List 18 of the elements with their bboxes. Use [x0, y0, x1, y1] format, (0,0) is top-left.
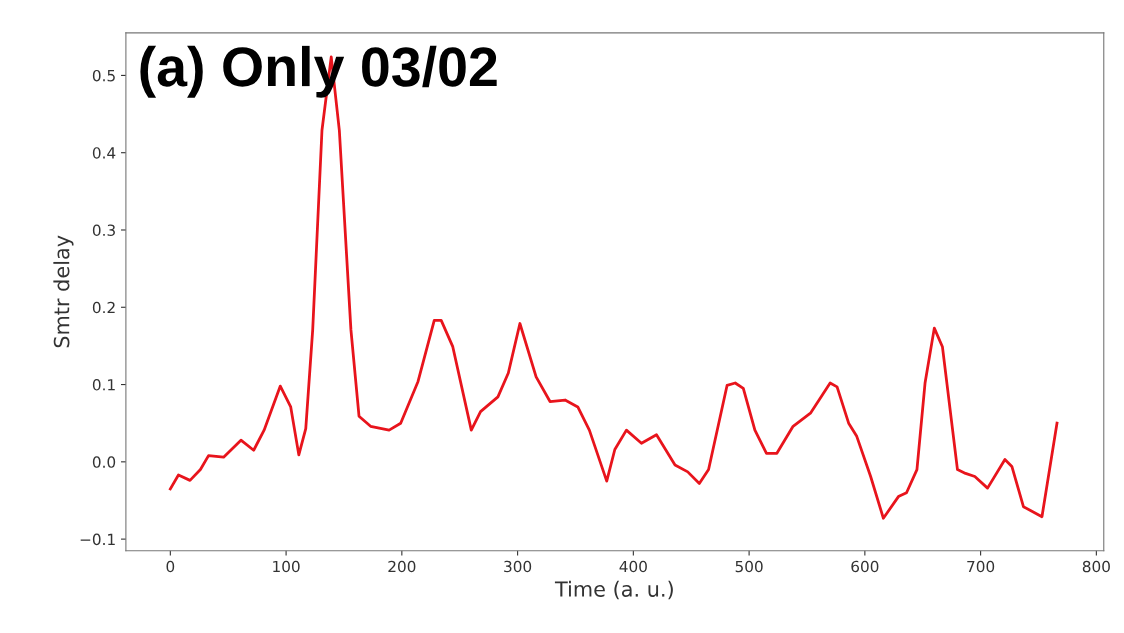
y-axis-title: Smtr delay: [53, 235, 74, 348]
y-tick-label: 0.3: [92, 224, 115, 237]
y-tick-label: 0.5: [92, 69, 115, 82]
x-tick-label: 600: [851, 560, 879, 573]
y-tick-label: 0.1: [92, 379, 115, 391]
x-tick-label: 200: [388, 560, 416, 573]
x-tick-label: 500: [735, 560, 763, 573]
x-axis-title: Time (a. u.): [554, 580, 673, 600]
x-tick-label: 300: [504, 560, 532, 573]
x-tick-label: 100: [273, 560, 300, 573]
x-tick-label: 700: [967, 560, 995, 573]
y-tick-label: 0.2: [92, 301, 115, 314]
y-tick-label: −0.1: [80, 533, 115, 546]
y-tick-label: 0.0: [92, 456, 116, 468]
y-tick-label: 0.4: [92, 147, 116, 159]
x-tick-label: 800: [1082, 560, 1110, 573]
x-tick-label: 0: [166, 560, 175, 573]
x-tick-label: 400: [619, 560, 647, 573]
